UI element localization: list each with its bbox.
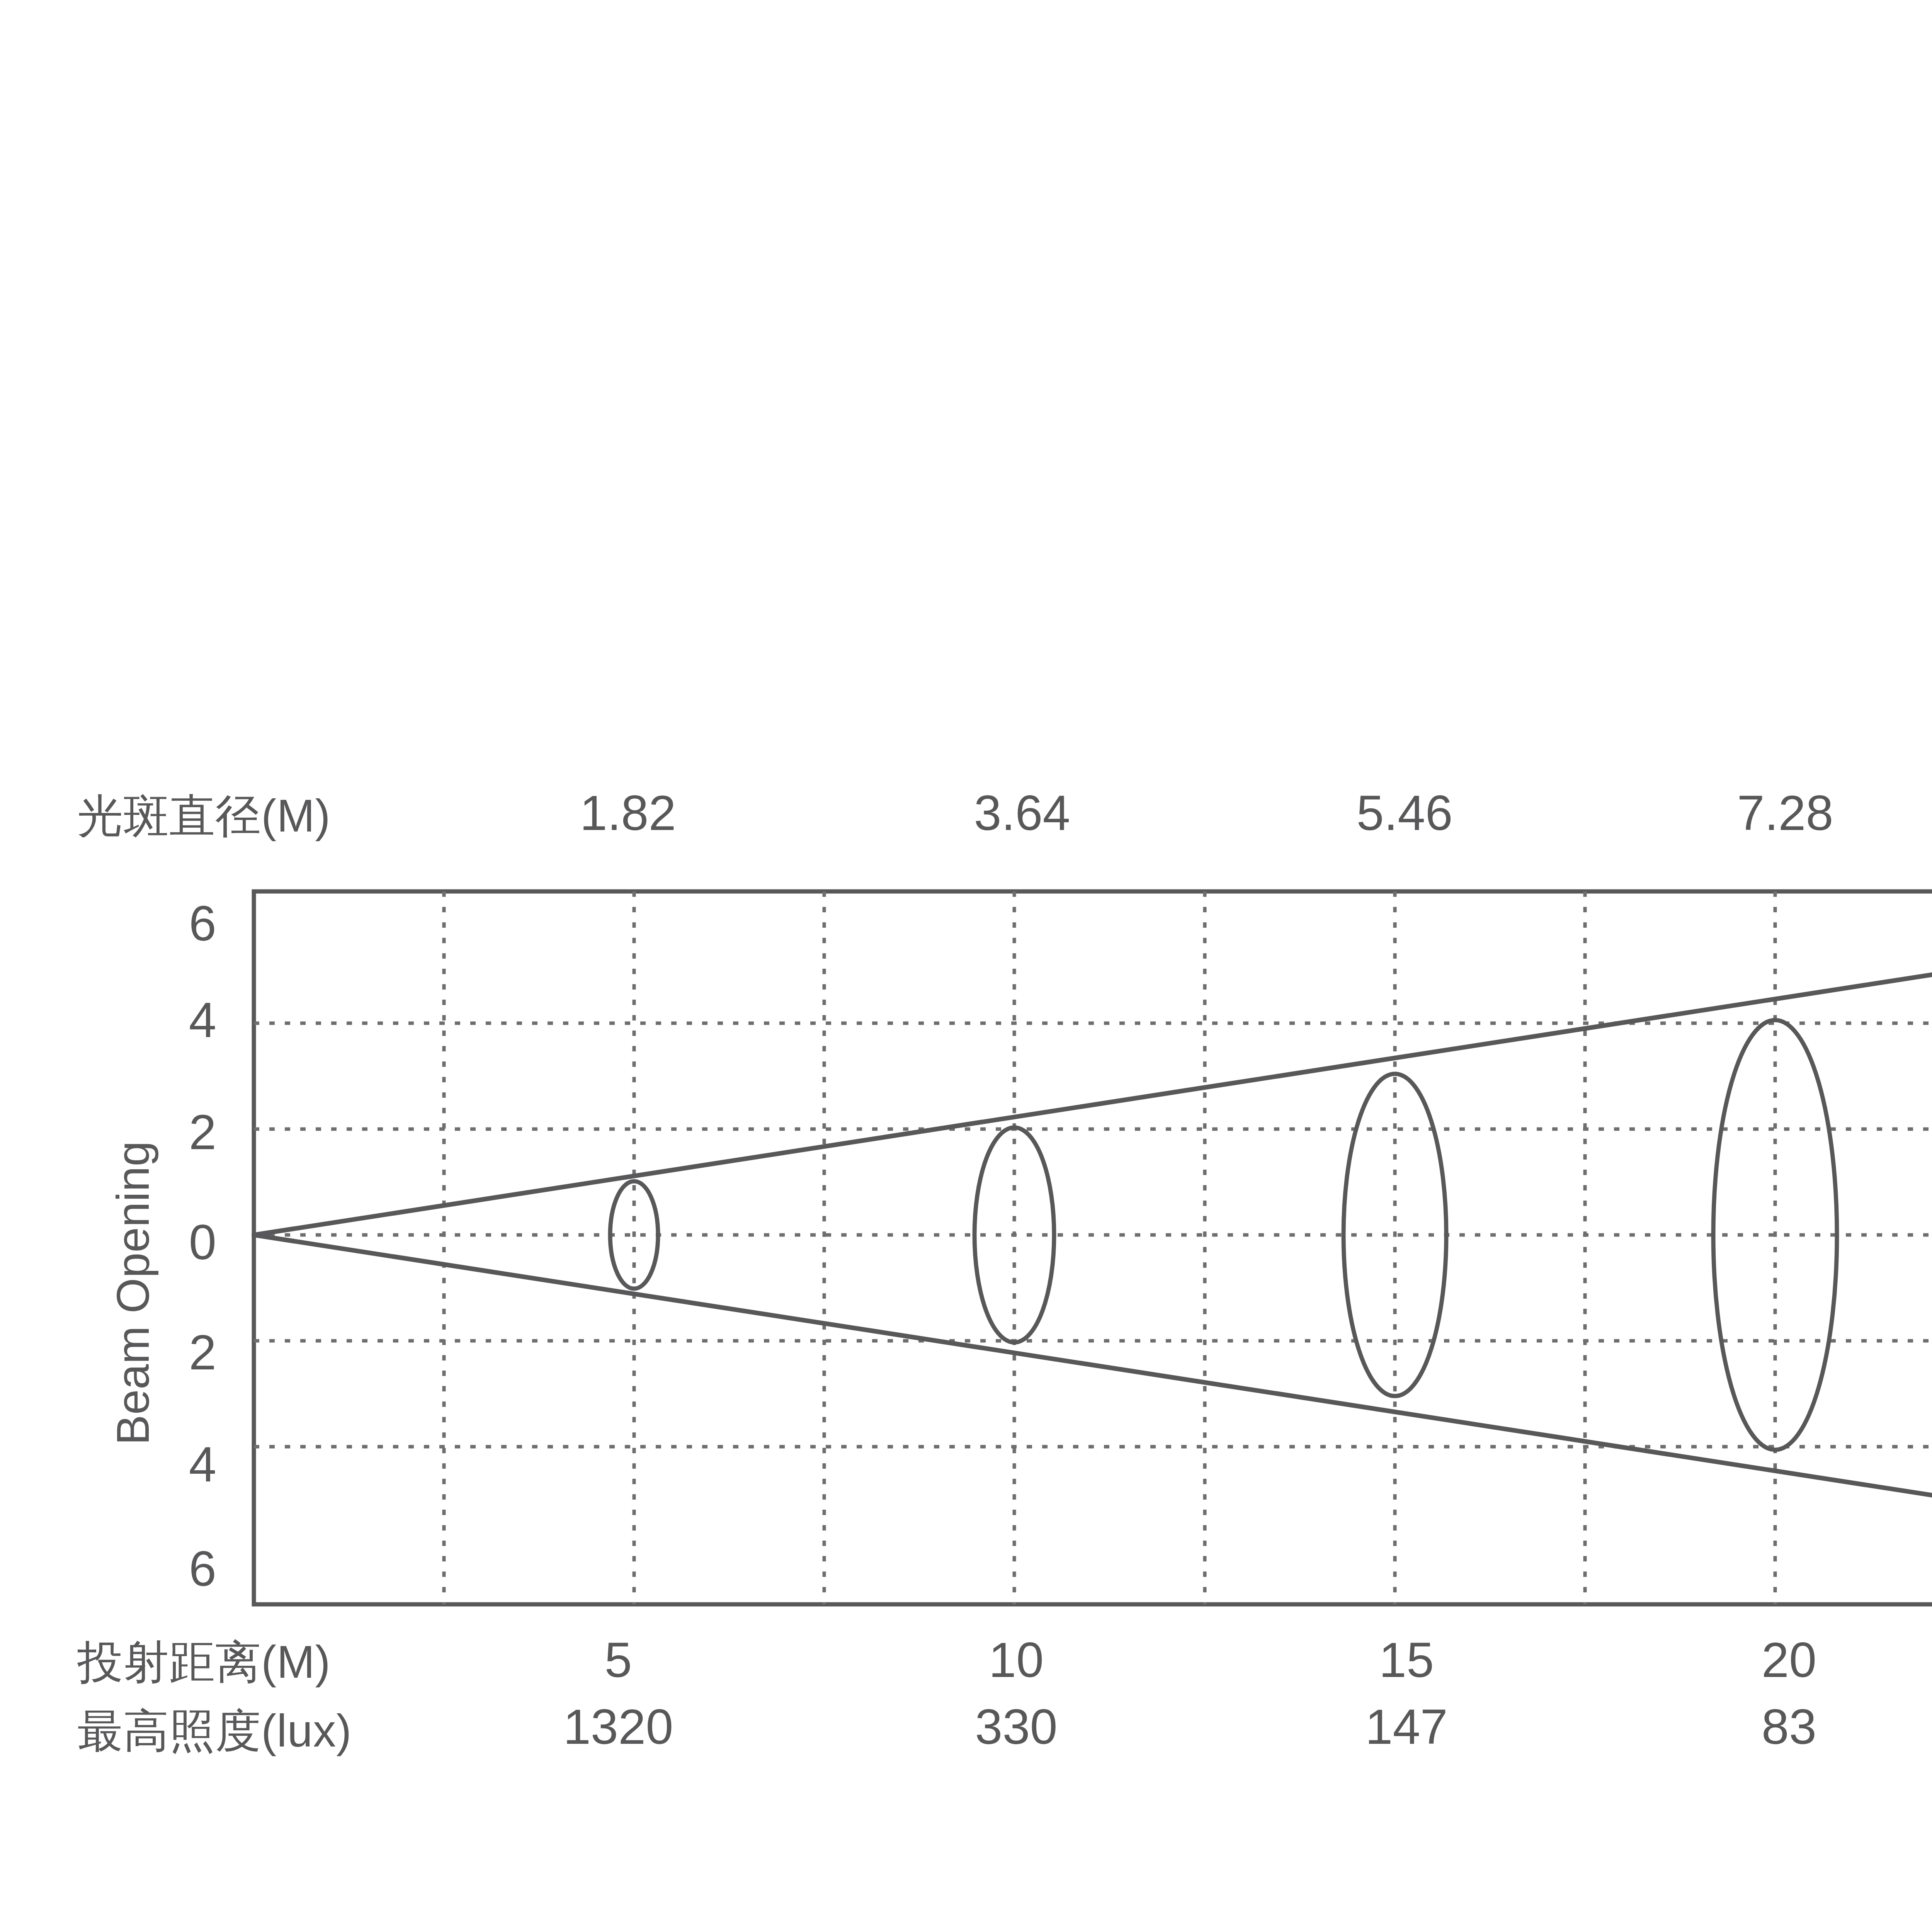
- illuminance-value-1: 1320: [563, 1702, 673, 1752]
- vertical-gridlines: [444, 891, 1932, 1604]
- distance-value-2: 10: [989, 1635, 1044, 1685]
- distance-value-4: 20: [1762, 1635, 1816, 1685]
- distance-value-1: 5: [604, 1635, 632, 1685]
- spot-ellipses: [610, 929, 1932, 1541]
- illuminance-value-4: 83: [1762, 1702, 1816, 1752]
- illuminance-value-3: 147: [1365, 1702, 1448, 1752]
- distance-value-3: 15: [1379, 1635, 1434, 1685]
- illuminance-value-2: 330: [975, 1702, 1058, 1752]
- beam-diagram-figure: 光斑直径(M) 1.82 3.64 5.46 7.28 10.92 Beam O…: [0, 0, 1932, 1932]
- horizontal-gridlines: [254, 1023, 1932, 1447]
- plot-border: [254, 891, 1932, 1604]
- illuminance-row-label: 最高照度(lux): [77, 1708, 352, 1753]
- distance-row-label: 投射距离(M): [77, 1639, 331, 1685]
